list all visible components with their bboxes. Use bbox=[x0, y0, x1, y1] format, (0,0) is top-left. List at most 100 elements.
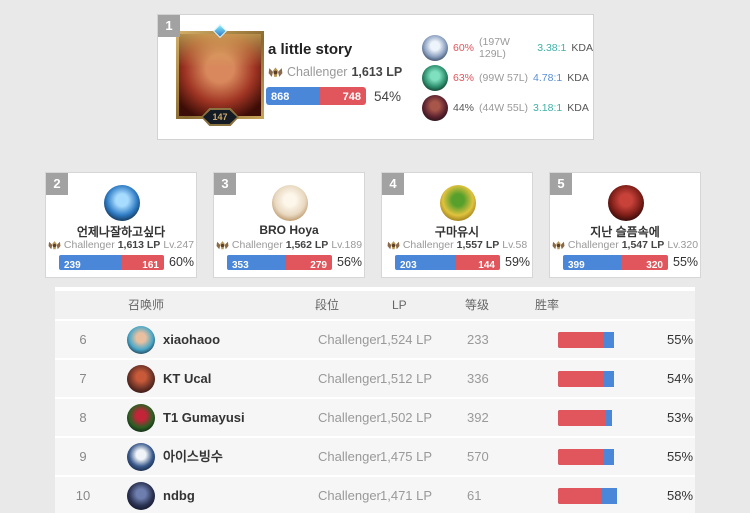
rank4-player-card[interactable]: 4 구마유시 Challenger 1,557 LP Lv.58 203 144… bbox=[381, 172, 533, 278]
challenger-crest-icon bbox=[48, 240, 61, 249]
winloss-bar: 203 144 bbox=[395, 255, 500, 270]
tier-label: Challenger bbox=[231, 239, 283, 251]
table-row[interactable]: 10 ndbg Challenger 1,471 LP 61 208153 58… bbox=[55, 477, 695, 513]
tier-label: Challenger bbox=[63, 239, 115, 251]
level-value: Lv.189 bbox=[331, 239, 363, 251]
tier-label: Challenger bbox=[318, 449, 381, 464]
losses-value: 161 bbox=[142, 260, 159, 270]
champion-portrait bbox=[179, 34, 261, 116]
lp-value: 1,613 LP bbox=[351, 65, 403, 79]
player-avatar bbox=[127, 481, 155, 510]
player-name[interactable]: 아이스빙수 bbox=[163, 449, 223, 464]
losses-value: 616 bbox=[585, 425, 607, 426]
rank1-player-card[interactable]: 1 147 a little story Challenger 1,613 LP… bbox=[157, 14, 594, 140]
winrate-value: 58% bbox=[667, 488, 694, 503]
table-row[interactable]: 7 KT Ucal Challenger 1,512 LP 336 457382… bbox=[55, 360, 695, 397]
col-header-tier: 段位 bbox=[315, 298, 340, 312]
winrate-value: 53% bbox=[667, 410, 694, 425]
winloss-bar: 436357 bbox=[558, 331, 660, 348]
level-value: 147 bbox=[203, 110, 237, 124]
winloss-bar: 399 320 bbox=[563, 255, 668, 270]
tier-label: Challenger bbox=[567, 239, 619, 251]
lp-value: 1,547 LP bbox=[621, 239, 665, 251]
col-header-summoner: 召唤师 bbox=[128, 298, 165, 312]
losses-segment: 304 bbox=[558, 448, 604, 465]
rank-value: 6 bbox=[79, 332, 87, 347]
rank3-player-card[interactable]: 3 BRO Hoya Challenger 1,562 LP Lv.189 35… bbox=[213, 172, 365, 278]
losses-value: 357 bbox=[582, 347, 604, 348]
winrate-value: 55% bbox=[667, 449, 694, 464]
losses-segment: 161 bbox=[121, 255, 164, 270]
challenger-crest-icon bbox=[552, 240, 565, 249]
losses-value: 279 bbox=[310, 260, 327, 270]
champion-winrate: 63% bbox=[453, 72, 475, 84]
rank-value: 10 bbox=[75, 488, 91, 503]
player-name[interactable]: 지난 슬픔속에 bbox=[590, 225, 660, 239]
losses-segment: 279 bbox=[285, 255, 332, 270]
player-name[interactable]: KT Ucal bbox=[163, 371, 212, 386]
wins-segment: 399 bbox=[563, 255, 622, 270]
tier-label: Challenger bbox=[318, 332, 381, 347]
tier-line: Challenger 1,557 LP Lv.58 bbox=[382, 239, 532, 251]
rank-value: 9 bbox=[79, 449, 87, 464]
player-name[interactable]: a little story bbox=[268, 41, 353, 58]
lp-value: 1,524 LP bbox=[380, 332, 433, 347]
tier-label: Challenger bbox=[318, 371, 381, 386]
level-value: Lv.247 bbox=[163, 239, 195, 251]
losses-value: 748 bbox=[342, 91, 361, 103]
level-value: 570 bbox=[467, 449, 489, 464]
losses-segment: 153 bbox=[558, 487, 602, 504]
player-avatar bbox=[127, 364, 155, 393]
rank-badge: 3 bbox=[214, 173, 236, 195]
wins-segment: 353 bbox=[227, 255, 286, 270]
tier-line: Challenger 1,613 LP Lv.247 bbox=[46, 239, 196, 251]
wins-value: 239 bbox=[64, 260, 81, 270]
table-row[interactable]: 9 아이스빙수 Challenger 1,475 LP 570 372304 5… bbox=[55, 438, 695, 475]
champion-kda: 3.18:1 bbox=[533, 102, 563, 114]
losses-segment: 320 bbox=[621, 255, 668, 270]
player-name[interactable]: T1 Gumayusi bbox=[163, 410, 245, 425]
player-name[interactable]: BRO Hoya bbox=[259, 223, 319, 237]
losses-value: 144 bbox=[478, 260, 495, 270]
champion-kda: 3.38:1 bbox=[537, 42, 567, 54]
player-name[interactable]: ndbg bbox=[163, 488, 195, 503]
rank-badge: 2 bbox=[46, 173, 68, 195]
tier-label: Challenger bbox=[318, 488, 381, 503]
losses-value: 304 bbox=[582, 464, 604, 465]
wins-value: 868 bbox=[271, 91, 290, 103]
leaderboard-table: 召唤师 段位 LP 等级 胜率 6 xiaohaoo Challenger 1,… bbox=[55, 287, 695, 513]
col-header-level: 等级 bbox=[465, 298, 490, 312]
rank5-player-card[interactable]: 5 지난 슬픔속에 Challenger 1,547 LP Lv.320 399… bbox=[549, 172, 701, 278]
losses-segment: 357 bbox=[558, 331, 604, 348]
table-row[interactable]: 8 T1 Gumayusi Challenger 1,502 LP 392 68… bbox=[55, 399, 695, 436]
lp-value: 1,502 LP bbox=[380, 410, 433, 425]
table-header: 召唤师 段位 LP 等级 胜率 bbox=[55, 291, 695, 319]
table-row[interactable]: 6 xiaohaoo Challenger 1,524 LP 233 43635… bbox=[55, 321, 695, 358]
tier-line: Challenger 1,613 LP bbox=[268, 65, 402, 79]
winrate-value: 60% bbox=[169, 255, 195, 269]
champion-stat-row: 63% (99W 57L) 4.78:1 KDA bbox=[422, 65, 593, 91]
champion-icon bbox=[422, 35, 448, 61]
lp-value: 1,475 LP bbox=[380, 449, 433, 464]
rank-value: 8 bbox=[79, 410, 87, 425]
winrate-value: 55% bbox=[667, 332, 694, 347]
losses-segment: 616 bbox=[558, 409, 607, 426]
player-avatar: 147 bbox=[176, 23, 264, 126]
champion-stat-row: 44% (44W 55L) 3.18:1 KDA bbox=[422, 95, 593, 121]
champion-winrate: 44% bbox=[453, 102, 475, 114]
wins-value: 399 bbox=[568, 260, 585, 270]
winrate-value: 56% bbox=[337, 255, 363, 269]
col-header-lp: LP bbox=[392, 298, 407, 312]
lp-value: 1,613 LP bbox=[117, 239, 161, 251]
rank2-player-card[interactable]: 2 언제나잘하고싶다 Challenger 1,613 LP Lv.247 23… bbox=[45, 172, 197, 278]
winloss-bar: 353 279 bbox=[227, 255, 332, 270]
tier-label: Challenger bbox=[402, 239, 454, 251]
winrate-value: 54% bbox=[374, 89, 402, 104]
winloss-bar: 208153 bbox=[558, 487, 660, 504]
lp-value: 1,557 LP bbox=[456, 239, 500, 251]
lp-value: 1,562 LP bbox=[285, 239, 329, 251]
player-name[interactable]: xiaohaoo bbox=[163, 332, 221, 347]
player-name[interactable]: 언제나잘하고싶다 bbox=[76, 225, 166, 239]
player-name[interactable]: 구마유시 bbox=[434, 225, 480, 239]
level-value: Lv.58 bbox=[502, 239, 528, 251]
